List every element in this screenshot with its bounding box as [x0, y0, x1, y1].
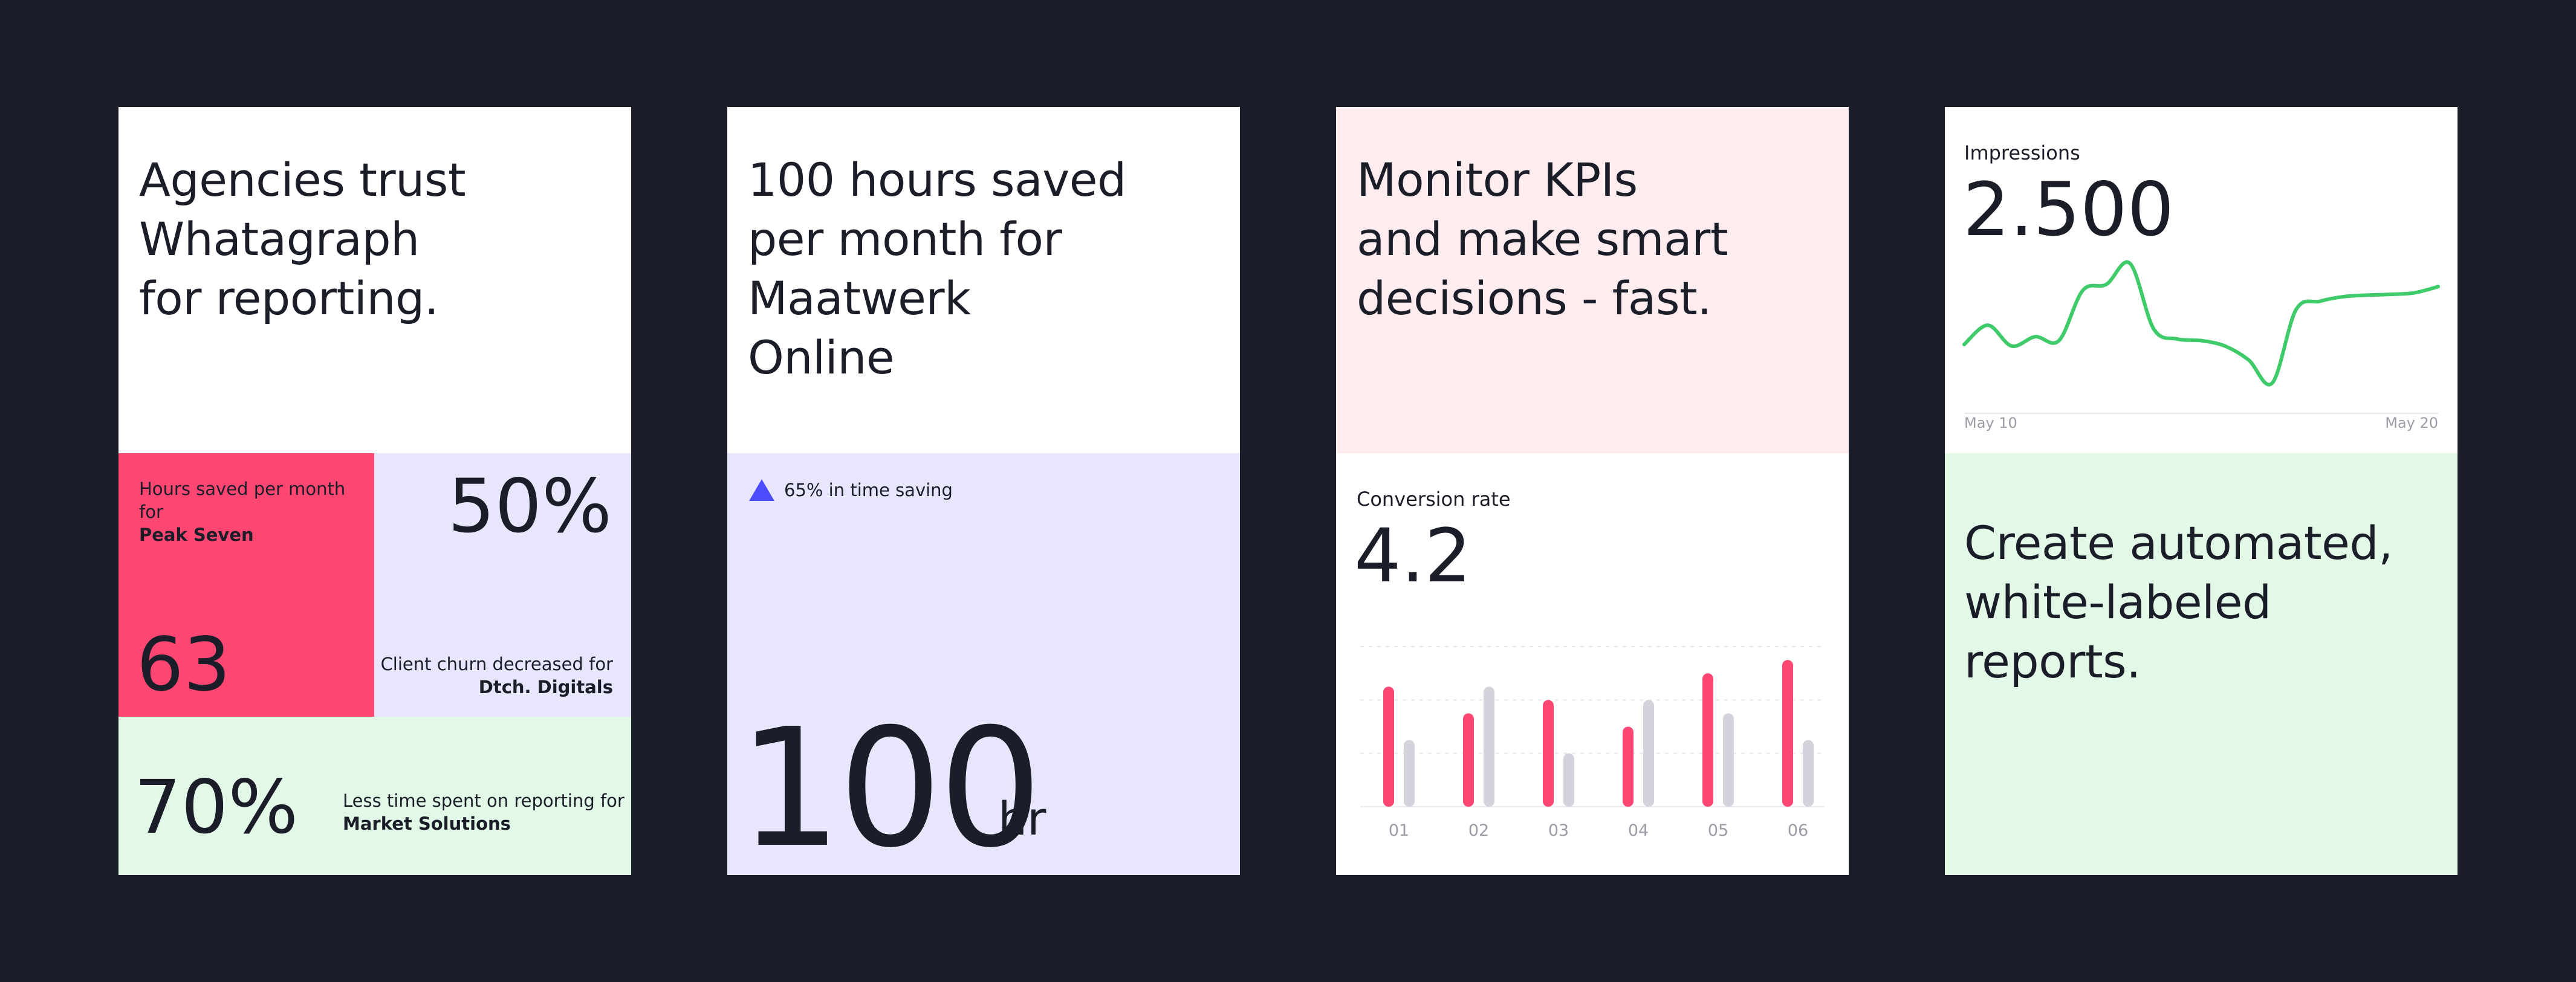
peak-seven-client: Peak Seven — [139, 525, 254, 545]
market-solutions-label: Less time spent on reporting for — [343, 790, 625, 811]
bar-series-2-04 — [1643, 700, 1654, 807]
conversion-bar-chart: 01 02 03 04 05 06 — [1360, 646, 1825, 840]
impressions-value: 2.500 — [1963, 167, 2175, 253]
dtch-digitals-value: 50% — [447, 464, 612, 549]
impressions-line-chart: May 10 May 20 — [1962, 260, 2440, 431]
bar-series-2-01 — [1404, 740, 1415, 807]
conversion-panel: Conversion rate 4.2 01 02 03 04 05 06 — [1336, 453, 1849, 875]
conversion-rate-label: Conversion rate — [1357, 488, 1511, 511]
x-tick-label: 03 — [1548, 821, 1569, 840]
time-saving-trend: 65% in time saving — [749, 479, 953, 502]
hours-saved-header: 100 hours saved per month for Maatwerk O… — [727, 107, 1240, 453]
x-tick-label: 02 — [1468, 821, 1489, 840]
market-solutions-tile: 70% Less time spent on reporting for Mar… — [118, 717, 631, 875]
bar-series-1-04 — [1623, 726, 1634, 807]
reports-headline: Create automated, white-labeled reports. — [1964, 516, 2393, 688]
kpi-headline: Monitor KPIs and make smart decisions - … — [1357, 153, 1728, 325]
bar-series-1-05 — [1702, 673, 1713, 807]
impressions-label: Impressions — [1964, 141, 2080, 164]
dtch-digitals-caption: Client churn decreased for Dtch. Digital… — [381, 653, 613, 699]
bar-series-2-06 — [1803, 740, 1814, 807]
x-tick-label: 04 — [1628, 821, 1649, 840]
agencies-header: Agencies trust Whatagraph for reporting. — [118, 107, 631, 453]
peak-seven-tile: Hours saved per month for Peak Seven 63 — [118, 453, 374, 717]
agencies-card: Agencies trust Whatagraph for reporting.… — [118, 107, 631, 875]
impressions-series-line — [1962, 260, 2440, 387]
time-saving-text: 65% in time saving — [784, 480, 953, 500]
kpi-card: Monitor KPIs and make smart decisions - … — [1336, 107, 1849, 875]
reports-card: Impressions 2.500 May 10 May 20 Create au… — [1945, 107, 2458, 875]
x-tick-label: 01 — [1389, 821, 1409, 840]
reports-panel: Create automated, white-labeled reports. — [1945, 453, 2458, 875]
market-solutions-caption: Less time spent on reporting for Market … — [343, 789, 625, 835]
hours-unit: hr — [998, 792, 1046, 845]
bar-series-1-02 — [1463, 713, 1474, 807]
dtch-digitals-client: Dtch. Digitals — [478, 677, 613, 697]
triangle-up-icon — [749, 479, 774, 501]
dtch-digitals-tile: 50% Client churn decreased for Dtch. Dig… — [374, 453, 631, 717]
bar-series-1-06 — [1782, 660, 1793, 807]
conversion-rate-value: 4.2 — [1354, 513, 1472, 599]
impressions-panel: Impressions 2.500 May 10 May 20 — [1945, 107, 2458, 453]
bar-series-1-01 — [1383, 686, 1394, 807]
peak-seven-label: Hours saved per month for — [139, 479, 346, 522]
market-solutions-value: 70% — [134, 764, 299, 850]
x-tick-label: 05 — [1708, 821, 1728, 840]
x-tick-label-start: May 10 — [1964, 415, 2017, 431]
x-tick-label-end: May 20 — [2385, 415, 2438, 431]
hours-saved-card: 100 hours saved per month for Maatwerk O… — [727, 107, 1240, 875]
hours-saved-panel: 65% in time saving 100 hr — [727, 453, 1240, 875]
kpi-header: Monitor KPIs and make smart decisions - … — [1336, 107, 1849, 453]
bar-series-2-05 — [1723, 713, 1734, 807]
peak-seven-caption: Hours saved per month for Peak Seven — [139, 477, 374, 546]
peak-seven-value: 63 — [137, 622, 231, 708]
x-tick-label: 06 — [1788, 821, 1808, 840]
agencies-headline: Agencies trust Whatagraph for reporting. — [139, 153, 466, 325]
bar-series-1-03 — [1543, 700, 1554, 807]
market-solutions-client: Market Solutions — [343, 813, 511, 834]
bar-series-2-03 — [1563, 753, 1574, 807]
hours-saved-headline: 100 hours saved per month for Maatwerk O… — [748, 153, 1126, 384]
dtch-digitals-label: Client churn decreased for — [380, 654, 613, 674]
hours-big-value: 100 — [738, 693, 1042, 876]
bar-series-2-02 — [1484, 686, 1494, 807]
